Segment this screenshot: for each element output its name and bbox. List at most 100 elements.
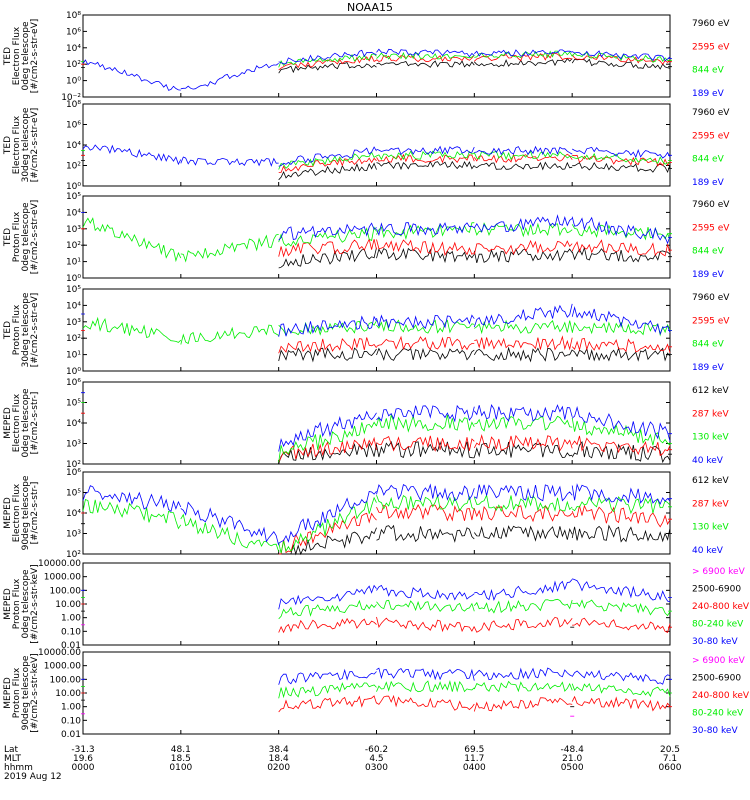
y-tick-label: 0.01 (61, 641, 81, 651)
y-axis-label: Electron Flux (12, 483, 22, 542)
y-tick-label: 10000.00 (38, 559, 81, 569)
series-line (81, 610, 575, 628)
legend-label: 287 keV (692, 409, 729, 419)
y-tick-label: 10⁴ (66, 419, 81, 429)
series-line (81, 402, 672, 463)
legend-label: 240-800 keV (692, 691, 750, 701)
legend-label: 130 keV (692, 523, 729, 533)
y-tick-label: 10⁴ (66, 44, 81, 54)
y-tick-label: 0.01 (61, 730, 81, 740)
panel-7: 10000.00 1000.00 100.00 10.00 1.00 0.10 0.01 ME… (3, 559, 750, 651)
y-axis-label: Proton Flux (12, 667, 22, 718)
y-axis-label: TED (3, 136, 13, 155)
y-tick-label: 10⁶ (66, 27, 81, 37)
y-axis-label: Proton Flux (12, 304, 22, 355)
legend-label: 130 keV (692, 433, 729, 443)
x-tick-label: 18.5 (171, 754, 191, 764)
x-row-label: MLT (4, 754, 22, 764)
legend-label: 2500-6900 (692, 674, 741, 684)
plot-frame (82, 195, 671, 279)
y-axis-label: TED (3, 47, 13, 66)
y-tick-label: 10¹ (66, 351, 81, 361)
y-tick-label: 10⁰ (66, 182, 81, 192)
series-line (81, 603, 672, 634)
y-axis-label: 30deg telescope (21, 292, 31, 367)
date-label: 2019 Aug 12 (4, 772, 62, 782)
legend-label: 7960 eV (692, 293, 730, 303)
legend-label: 189 eV (692, 363, 725, 373)
y-tick-label: 10⁴ (66, 509, 81, 519)
y-axis-label: MEPED (3, 677, 13, 709)
x-tick-label: 7.1 (663, 754, 677, 764)
x-tick-label: 48.1 (171, 745, 191, 755)
y-axis-label: [#/cm2-s-str-eV] (30, 200, 40, 275)
y-axis-label: Electron Flux (12, 115, 22, 174)
legend-label: 844 eV (692, 247, 725, 257)
legend-label: 80-240 keV (692, 709, 744, 719)
y-tick-label: 10⁴ (66, 208, 81, 218)
y-tick-label: 10.00 (55, 689, 81, 699)
x-tick-label: 0500 (561, 763, 584, 773)
series-line (81, 699, 575, 708)
y-tick-label: 10² (66, 334, 81, 344)
x-row-label: Lat (4, 745, 19, 755)
x-row-label: hhmm (4, 763, 33, 773)
legend-label: 40 keV (692, 546, 724, 556)
series-line (81, 228, 672, 258)
plot-frame (82, 381, 671, 465)
y-axis-label: [#/cm2-s-str-eV] (30, 19, 40, 94)
series-line (81, 303, 672, 337)
legend-label: 30-80 keV (692, 637, 738, 647)
legend-label: 844 eV (692, 66, 725, 76)
series-line (82, 48, 672, 91)
legend-label: 80-240 keV (692, 620, 744, 630)
panel-6: 10⁶ 10⁵ 10⁴ 10³ 10² MEPED Electron Flux 90deg t… (3, 468, 729, 560)
y-axis-label: [#/cm2-s-str-] (30, 392, 40, 455)
y-tick-label: 10⁻² (61, 93, 81, 103)
legend-label: 2500-6900 (692, 585, 741, 595)
plot-frame (82, 103, 671, 187)
y-tick-label: 10⁸ (66, 100, 81, 110)
x-tick-label: 0100 (169, 763, 192, 773)
series-line (81, 692, 672, 713)
x-tick-label: 38.4 (269, 745, 289, 755)
series-line (81, 337, 672, 363)
y-tick-label: 10³ (66, 440, 81, 450)
legend-label: 2595 eV (692, 42, 730, 52)
y-tick-label: 10⁴ (66, 301, 81, 311)
x-tick-label: 4.5 (369, 754, 383, 764)
x-tick-label: 0300 (365, 763, 388, 773)
plot-frame (82, 471, 671, 555)
y-tick-label: 10⁵ (66, 399, 81, 409)
y-axis-label: 0deg telescope (21, 569, 31, 639)
series-line (81, 330, 672, 354)
x-tick-label: -31.3 (71, 745, 94, 755)
y-tick-label: 10³ (66, 530, 81, 540)
series-line (81, 713, 575, 717)
series-line (82, 316, 672, 345)
y-axis-label: TED (3, 228, 13, 247)
panel-8: 10000.00 1000.00 100.00 10.00 1.00 0.10 0.01 ME… (3, 648, 750, 740)
y-tick-label: 0.10 (61, 716, 81, 726)
legend-label: 2595 eV (692, 316, 730, 326)
y-tick-label: 10.00 (55, 600, 81, 610)
panel-5: 10⁶ 10⁵ 10⁴ 10³ 10² MEPED Electron Flux 0deg te… (3, 378, 729, 470)
y-axis-label: [#/cm2-s-str-] (30, 482, 40, 545)
y-axis-label: 30deg telescope (21, 107, 31, 182)
y-tick-label: 10⁵ (66, 489, 81, 499)
legend-label: 287 keV (692, 499, 729, 509)
x-tick-label: -60.2 (365, 745, 388, 755)
y-axis-label: 0deg telescope (21, 388, 31, 458)
legend-label: 844 eV (692, 155, 725, 165)
series-line (82, 144, 672, 167)
series-line (82, 494, 672, 554)
x-axis: Lat -31.3 48.1 38.4 -60.2 69.5 -48.4 20.5 MLT 19.… (4, 745, 682, 782)
legend-label: 189 eV (692, 178, 725, 188)
series-line (81, 153, 672, 173)
y-axis-label: [#/cm2-s-str-eV] (30, 293, 40, 368)
legend-label: 612 keV (692, 386, 729, 396)
series-line (81, 50, 672, 68)
legend-label: > 6900 keV (692, 656, 746, 666)
panel-4: 10⁵ 10⁴ 10³ 10² 10¹ 10⁰ TED Proton Flux 30deg te… (3, 285, 730, 377)
series-line (81, 578, 672, 610)
